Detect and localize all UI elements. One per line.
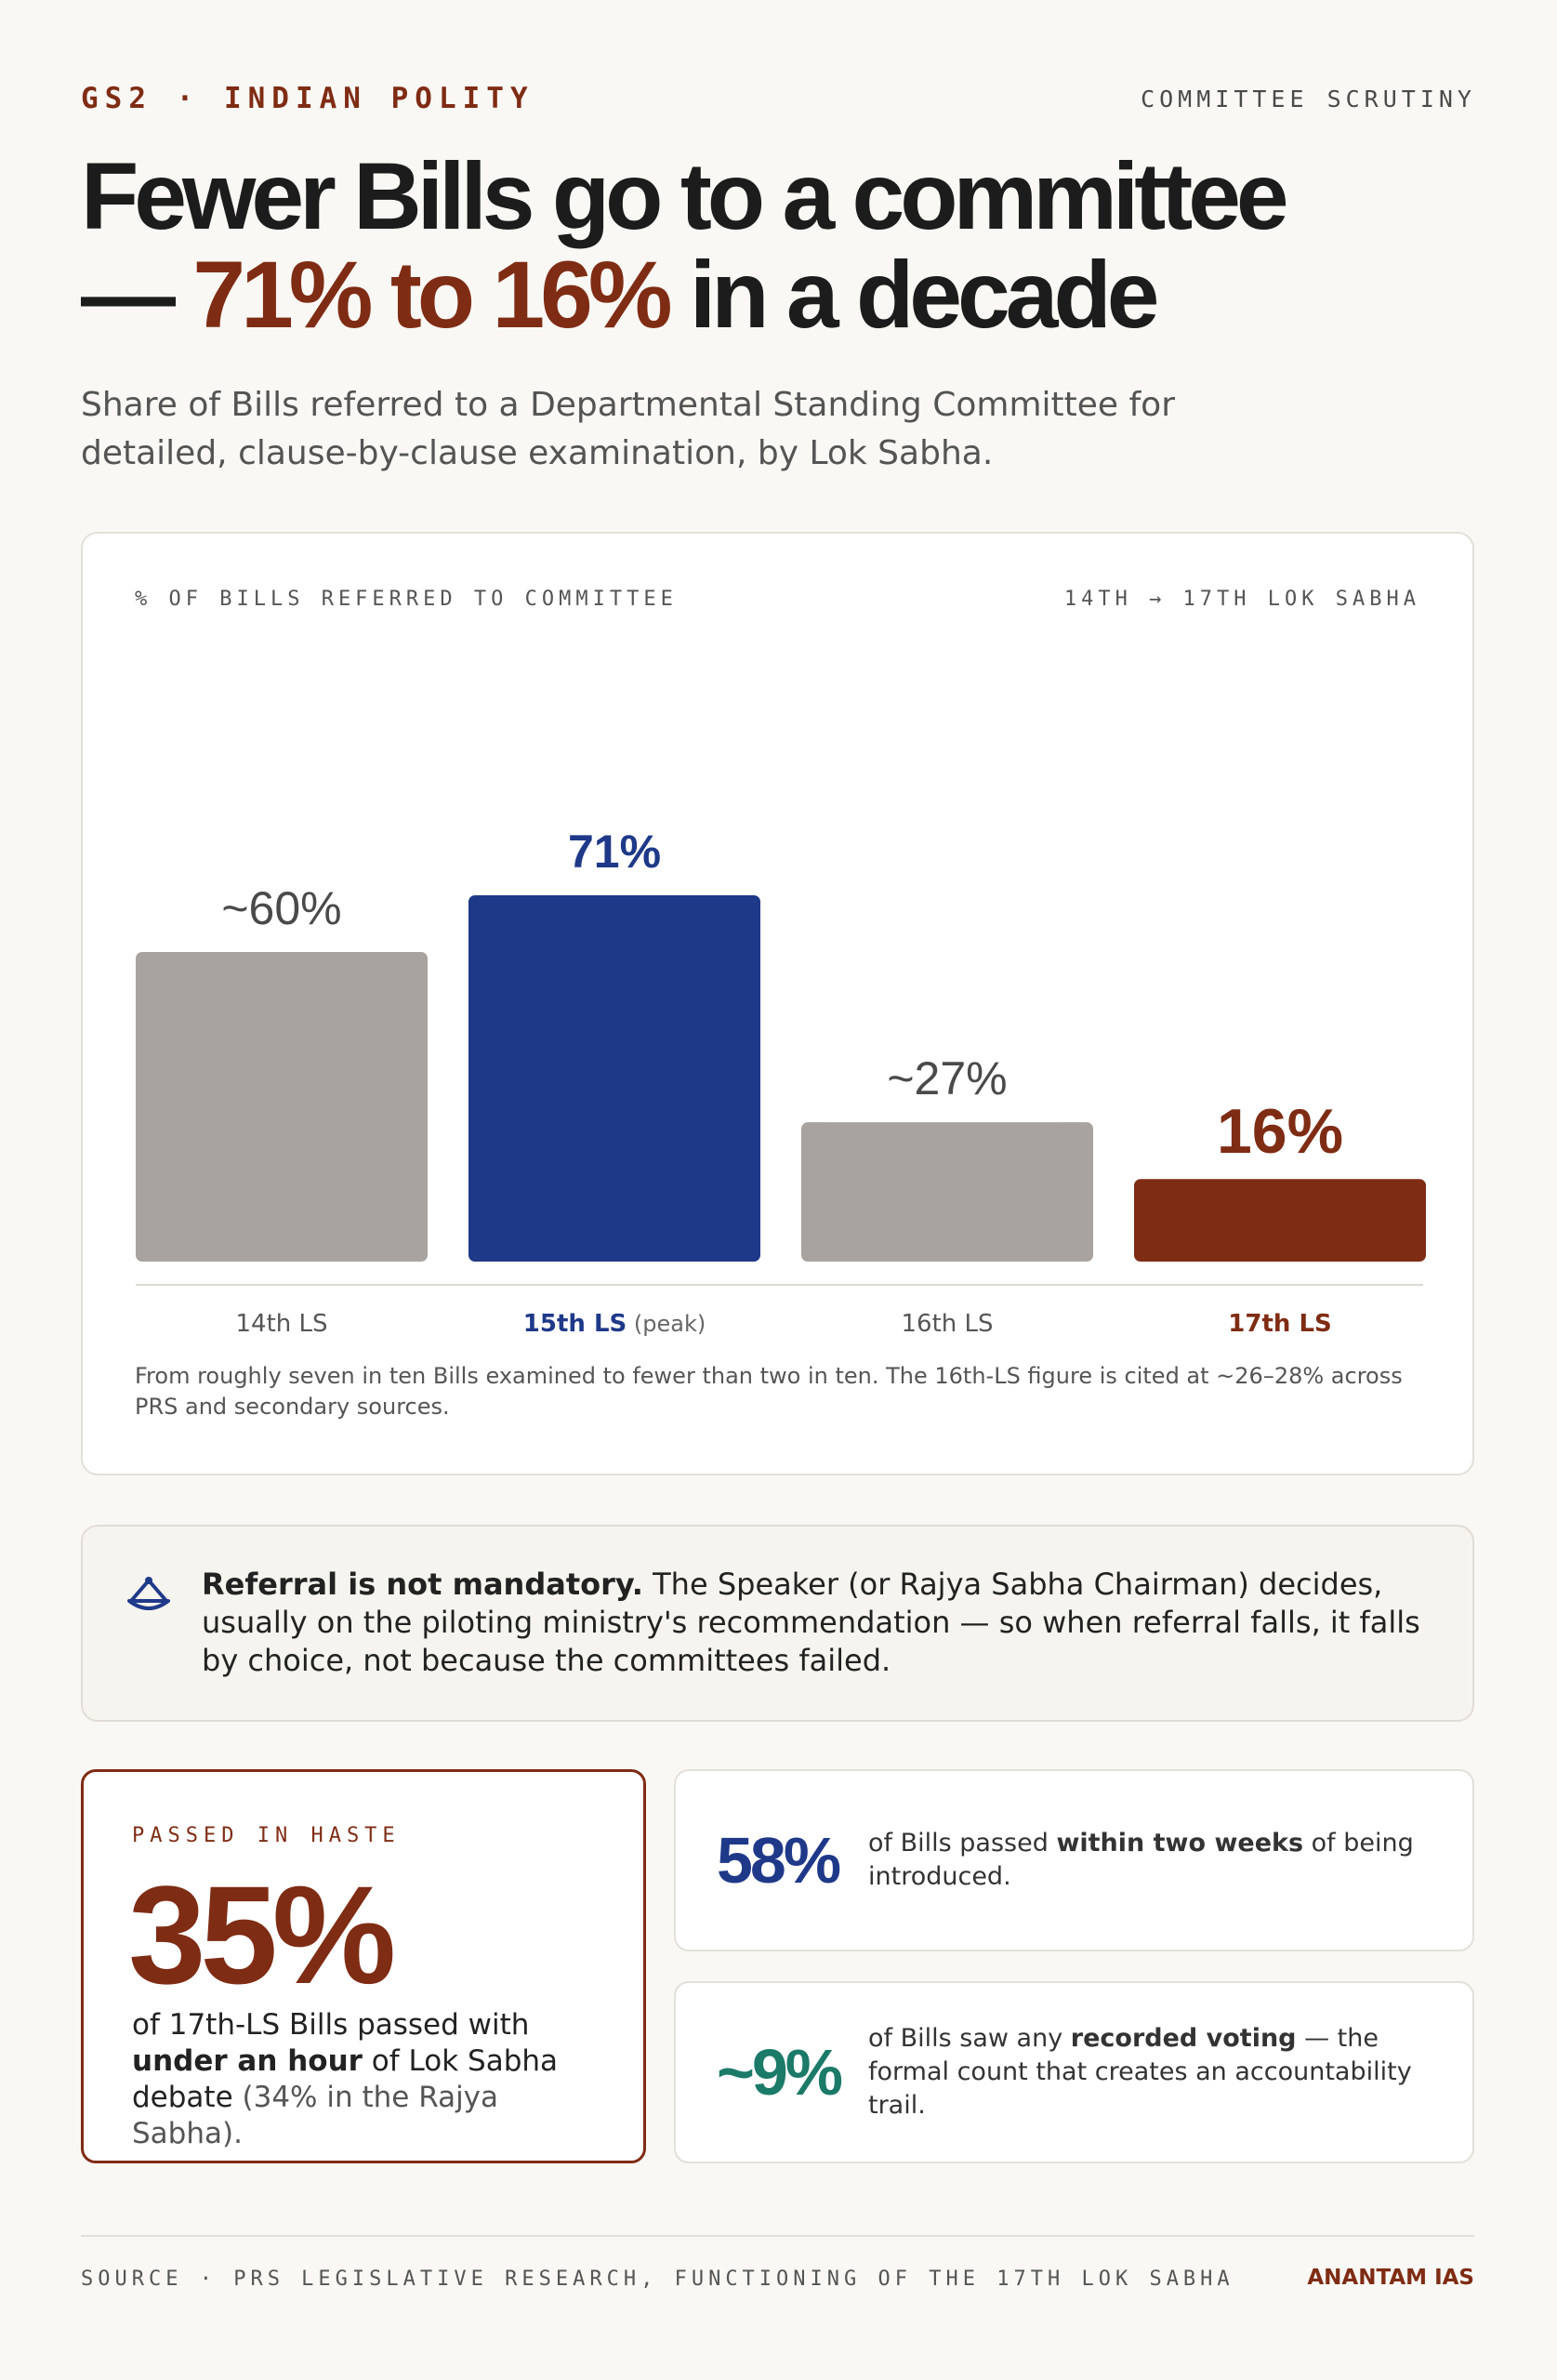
stat-text-bold: recorded voting (1070, 2024, 1297, 2053)
bar-1 (136, 952, 428, 1262)
haste-text-a: of 17th-LS Bills passed with (132, 2008, 530, 2042)
bar-value-label: 71% (568, 826, 661, 878)
chart-card: % OF BILLS REFERRED TO COMMITTEE 14TH → … (81, 532, 1474, 1475)
top-bar: GS2 · INDIAN POLITY COMMITTEE SCRUTINY (81, 82, 1476, 119)
callout-bold: Referral is not mandatory. (202, 1567, 643, 1602)
scales-icon (127, 1577, 170, 1610)
stat-text-b: — the formal count that creates an accou… (868, 2024, 1412, 2120)
bar-2 (468, 894, 760, 1262)
category-label: 17th LS (1228, 1310, 1331, 1338)
footer-brand: ANANTAM IAS (1307, 2266, 1474, 2290)
bar-4 (1134, 1179, 1426, 1262)
title-line-1: Fewer Bills go to a committee (81, 143, 1289, 249)
chart-range-label: 14TH → 17TH LOK SABHA (1063, 588, 1420, 611)
page-title: Fewer Bills go to a committee — 71% to 1… (81, 147, 1494, 344)
stat-text: of Bills saw any recorded voting — the f… (868, 2022, 1426, 2122)
haste-text: of 17th-LS Bills passed with under an ho… (132, 2007, 615, 2152)
bar-value-label: ~27% (887, 1052, 1007, 1104)
callout-box: Referral is not mandatory. The Speaker (… (81, 1525, 1474, 1722)
title-tail: in a decade (667, 242, 1160, 348)
bar-chart: ~60% 14th LS 71% 15th LS (peak) ~27% 16th LS 1… (136, 826, 1426, 1338)
haste-text-bold: under an hour (132, 2044, 363, 2078)
category-label: 15th LS (peak) (523, 1310, 706, 1338)
stat-text-b: of being introduced. (868, 1829, 1414, 1891)
title-accent: 71% to 16% (192, 242, 672, 348)
footer-source: SOURCE · PRS LEGISLATIVE RESEARCH, FUNCT… (81, 2268, 1234, 2291)
section-kicker: GS2 · INDIAN POLITY (81, 82, 534, 115)
chart-note: From roughly seven in ten Bills examined… (135, 1363, 1403, 1420)
stat-card-recorded-voting: ~9% of Bills saw any recorded voting — t… (674, 1981, 1474, 2163)
page-subtitle: Share of Bills referred to a Departmenta… (81, 386, 1175, 472)
title-dash: — (81, 242, 193, 348)
bar-value-label: 16% (1217, 1096, 1343, 1167)
callout-body: The Speaker (or Rajya Sabha Chairman) de… (202, 1567, 1420, 1678)
haste-kicker: PASSED IN HASTE (132, 1824, 401, 1847)
callout-text: Referral is not mandatory. The Speaker (… (202, 1566, 1438, 1680)
bar-value-label: ~60% (221, 882, 341, 934)
topic-label: COMMITTEE SCRUTINY (1141, 86, 1476, 112)
category-label: 14th LS (235, 1310, 327, 1338)
haste-value: 35% (128, 1857, 396, 2013)
stat-text: of Bills passed within two weeks of bein… (868, 1827, 1426, 1894)
stat-value: 58% (717, 1824, 841, 1897)
stat-value: ~9% (717, 2036, 843, 2109)
stat-text-a: of Bills passed (868, 1829, 1057, 1858)
footer-divider (81, 2235, 1474, 2237)
stat-text-bold: within two weeks (1056, 1829, 1304, 1858)
haste-text-muted: (34% in the Rajya Sabha). (132, 2081, 499, 2150)
stat-text-a: of Bills saw any (868, 2024, 1071, 2053)
haste-text-b: of Lok Sabha debate (132, 2044, 559, 2114)
bar-3 (801, 1122, 1093, 1262)
stat-card-two-weeks: 58% of Bills passed within two weeks of … (674, 1769, 1474, 1951)
category-label: 16th LS (901, 1310, 993, 1338)
haste-stat-card: PASSED IN HASTE 35% of 17th-LS Bills pas… (81, 1769, 646, 2163)
chart-label: % OF BILLS REFERRED TO COMMITTEE (135, 588, 678, 611)
